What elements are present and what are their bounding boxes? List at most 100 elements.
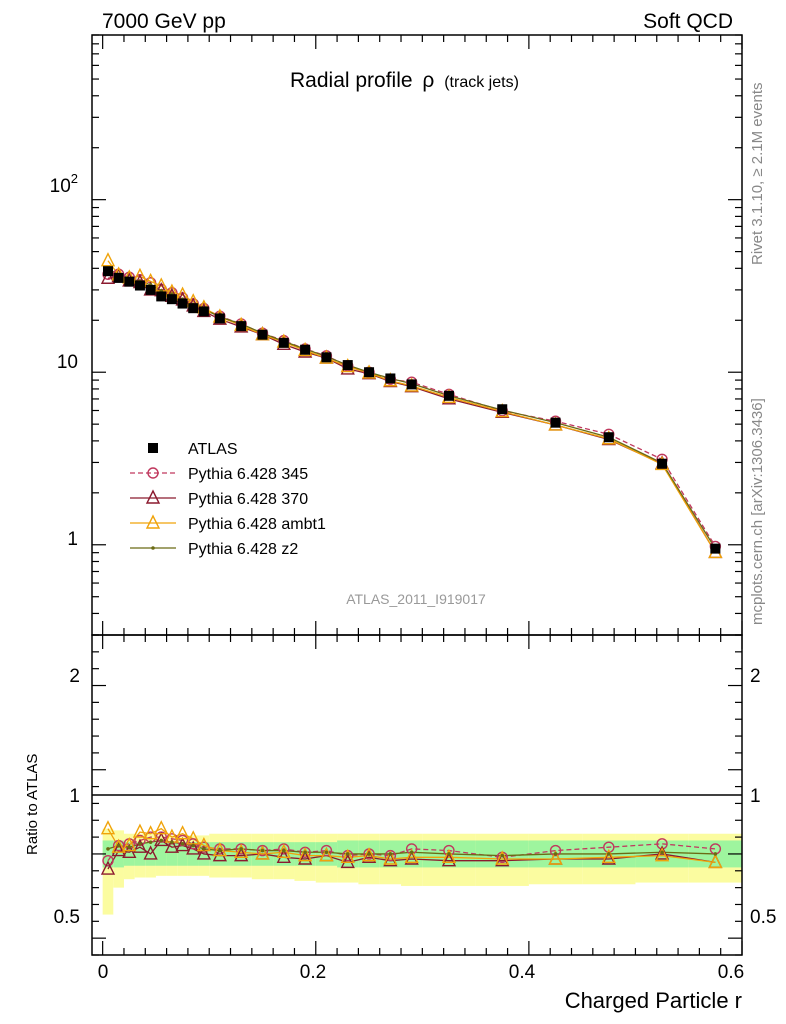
ratio-marker-z2 xyxy=(282,848,286,853)
ratio-marker-p345 xyxy=(102,854,114,867)
ratio-marker-ambt1 xyxy=(132,823,148,838)
marker-atlas xyxy=(657,458,668,469)
ratio-tick-left-1: 1 xyxy=(69,786,80,807)
marker-atlas xyxy=(497,404,508,415)
ratio-marker-ambt1 xyxy=(122,836,137,852)
ratio-marker-ambt1 xyxy=(654,847,670,862)
band-green xyxy=(123,842,135,866)
x-tick-label-0.6: 0.6 xyxy=(718,962,744,983)
ratio-marker-p370 xyxy=(404,850,419,865)
legend-marker-p370 xyxy=(145,489,161,504)
ratio-marker-p370 xyxy=(164,838,180,853)
ratio-marker-p370 xyxy=(297,850,313,865)
ratio-marker-p370 xyxy=(361,848,377,864)
series-line-p370 xyxy=(107,275,716,553)
x-tick-label-0.2: 0.2 xyxy=(300,962,326,983)
marker-atlas xyxy=(124,276,135,287)
band-green xyxy=(177,842,188,866)
x-tick-label-0: 0 xyxy=(98,962,109,983)
legend-label-z2: Pythia 6.428 z2 xyxy=(188,541,298,558)
ratio-marker-p370 xyxy=(234,847,249,862)
ratio-marker-z2 xyxy=(660,850,664,855)
marker-ambt1 xyxy=(100,252,116,267)
ratio-marker-z2 xyxy=(218,848,222,853)
marker-atlas xyxy=(214,313,225,324)
y-tick-label-100: 102 xyxy=(50,171,78,197)
ratio-marker-p370 xyxy=(495,852,510,867)
ratio-marker-z2 xyxy=(170,840,174,844)
ratio-marker-ambt1 xyxy=(601,848,616,864)
series-line-ambt1 xyxy=(107,260,716,553)
ratio-marker-z2 xyxy=(159,838,164,843)
ratio-marker-ambt1 xyxy=(383,850,398,865)
ratio-marker-p370 xyxy=(441,852,457,867)
marker-atlas xyxy=(134,280,145,291)
x-axis-label: Charged Particle r xyxy=(565,988,742,1013)
chart-title: Radial profile ρ (track jets) xyxy=(290,69,519,92)
ratio-tick-right-0.5: 0.5 xyxy=(750,907,776,928)
series-lines xyxy=(107,260,716,870)
series-markers xyxy=(100,252,723,875)
legend-marker-p345 xyxy=(147,467,159,479)
header-right: Soft QCD xyxy=(643,10,733,33)
ratio-marker-p370 xyxy=(654,845,670,860)
ratio-marker-z2 xyxy=(345,852,350,856)
ratio-marker-z2 xyxy=(409,850,414,855)
ratio-marker-ambt1 xyxy=(548,850,563,865)
ratio-tick-right-2: 2 xyxy=(750,666,761,687)
ratio-marker-ambt1 xyxy=(297,847,313,862)
ratio-marker-z2 xyxy=(324,850,329,855)
ratio-marker-z2 xyxy=(553,852,558,856)
band-yellow xyxy=(102,828,114,915)
mcplots-label: mcplots.cern.ch [arXiv:1306.3436] xyxy=(749,398,766,625)
marker-atlas xyxy=(406,379,417,390)
marker-atlas xyxy=(300,344,311,355)
ratio-marker-z2 xyxy=(127,845,132,850)
title-main: Radial profile xyxy=(290,69,413,92)
ratio-marker-ambt1 xyxy=(708,853,723,869)
ratio-marker-ambt1 xyxy=(234,843,249,858)
ratio-marker-z2 xyxy=(180,842,185,846)
legend-label-ambt1: Pythia 6.428 ambt1 xyxy=(188,516,326,533)
x-tick-label-0.4: 0.4 xyxy=(509,962,536,983)
ratio-marker-z2 xyxy=(607,852,611,856)
ratio-marker-z2 xyxy=(367,852,371,856)
legend-label-atlas: ATLAS xyxy=(188,441,238,458)
rivet-label: Rivet 3.1.10, ≥ 2.1M events xyxy=(749,83,766,266)
ratio-marker-p370 xyxy=(143,845,158,860)
ratio-marker-p370 xyxy=(196,845,212,860)
band-green xyxy=(134,842,146,866)
ratio-marker-p370 xyxy=(212,847,228,862)
ratio-marker-z2 xyxy=(713,852,718,856)
legend-label-p345: Pythia 6.428 345 xyxy=(188,466,308,483)
marker-atlas xyxy=(198,306,209,317)
title-sub: (track jets) xyxy=(444,74,519,91)
legend-marker-ambt1 xyxy=(145,514,161,529)
ratio-marker-ambt1 xyxy=(255,845,270,860)
band-green xyxy=(166,842,178,866)
ratio-marker-ambt1 xyxy=(404,848,419,864)
marker-atlas xyxy=(188,303,199,314)
ratio-marker-p370 xyxy=(186,840,201,855)
band-green xyxy=(155,842,167,866)
marker-atlas xyxy=(321,352,332,363)
ratio-marker-ambt1 xyxy=(495,850,510,865)
ratio-marker-z2 xyxy=(148,840,153,844)
y-tick-label-10: 10 xyxy=(57,352,78,373)
ratio-tick-right-1: 1 xyxy=(750,786,761,807)
ratio-marker-z2 xyxy=(447,852,451,856)
ratio-marker-p370 xyxy=(276,848,291,864)
marker-atlas xyxy=(102,266,113,277)
ratio-marker-z2 xyxy=(388,852,393,856)
marker-atlas xyxy=(278,337,289,348)
marker-atlas xyxy=(710,543,721,554)
ratio-marker-ambt1 xyxy=(212,842,228,857)
ratio-marker-ambt1 xyxy=(100,820,116,835)
marker-atlas xyxy=(550,417,561,428)
y-tick-label-1: 1 xyxy=(67,529,78,550)
ratio-marker-p370 xyxy=(122,843,137,858)
ratio-y-axis-label: Ratio to ATLAS xyxy=(24,754,41,855)
header-left: 7000 GeV pp xyxy=(102,10,226,33)
ratio-marker-p370 xyxy=(601,850,616,865)
